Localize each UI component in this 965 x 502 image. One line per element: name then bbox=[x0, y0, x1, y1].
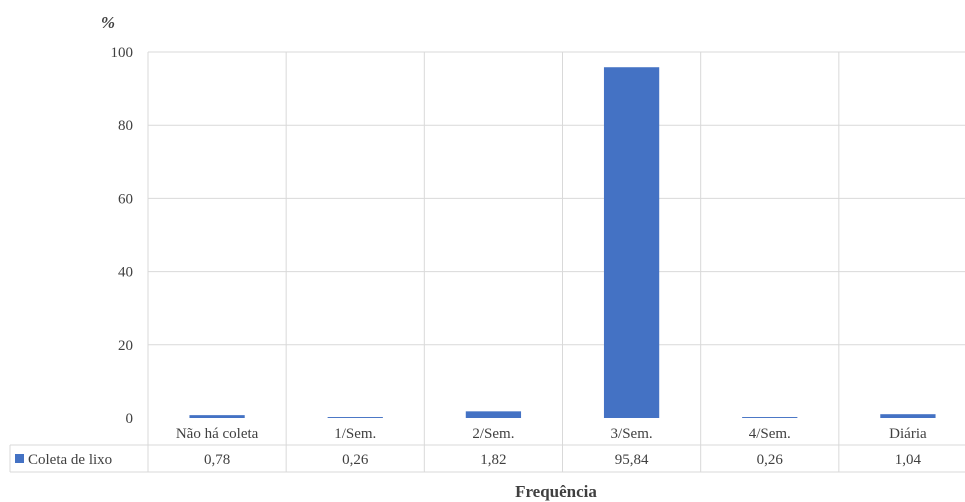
data-table-value: 0,26 bbox=[757, 452, 784, 468]
data-table-value: 1,82 bbox=[480, 452, 506, 468]
bar bbox=[742, 417, 798, 418]
x-axis-title: Frequência bbox=[515, 482, 597, 501]
data-table-value: 1,04 bbox=[895, 452, 922, 468]
y-axis-unit-label: % bbox=[101, 13, 115, 32]
data-table-value: 95,84 bbox=[615, 452, 649, 468]
legend-series-name: Coleta de lixo bbox=[28, 452, 112, 468]
y-tick-label: 40 bbox=[118, 265, 133, 281]
legend-swatch bbox=[15, 454, 24, 463]
category-label: 1/Sem. bbox=[334, 426, 376, 442]
y-axis-tick-labels: 0 20 40 60 80 100 bbox=[111, 45, 134, 427]
bar bbox=[327, 417, 383, 418]
y-tick-label: 100 bbox=[111, 45, 134, 61]
bar bbox=[465, 411, 522, 418]
category-label: 4/Sem. bbox=[749, 426, 791, 442]
bar bbox=[189, 415, 245, 418]
gridlines bbox=[147, 51, 965, 472]
category-label: Diária bbox=[889, 426, 927, 442]
category-label: Não há coleta bbox=[176, 426, 259, 442]
bars bbox=[189, 67, 936, 419]
bar bbox=[603, 67, 660, 419]
y-tick-label: 20 bbox=[118, 338, 133, 354]
y-tick-label: 80 bbox=[118, 118, 133, 134]
data-table-value: 0,78 bbox=[204, 452, 230, 468]
data-table-value: 0,26 bbox=[342, 452, 369, 468]
category-label: 2/Sem. bbox=[472, 426, 514, 442]
bar bbox=[880, 414, 936, 418]
category-label: 3/Sem. bbox=[611, 426, 653, 442]
y-tick-label: 60 bbox=[118, 191, 133, 207]
y-tick-label: 0 bbox=[126, 411, 134, 427]
data-table: Não há coleta 1/Sem. 2/Sem. 3/Sem. 4/Sem. Diá… bbox=[9, 426, 965, 473]
